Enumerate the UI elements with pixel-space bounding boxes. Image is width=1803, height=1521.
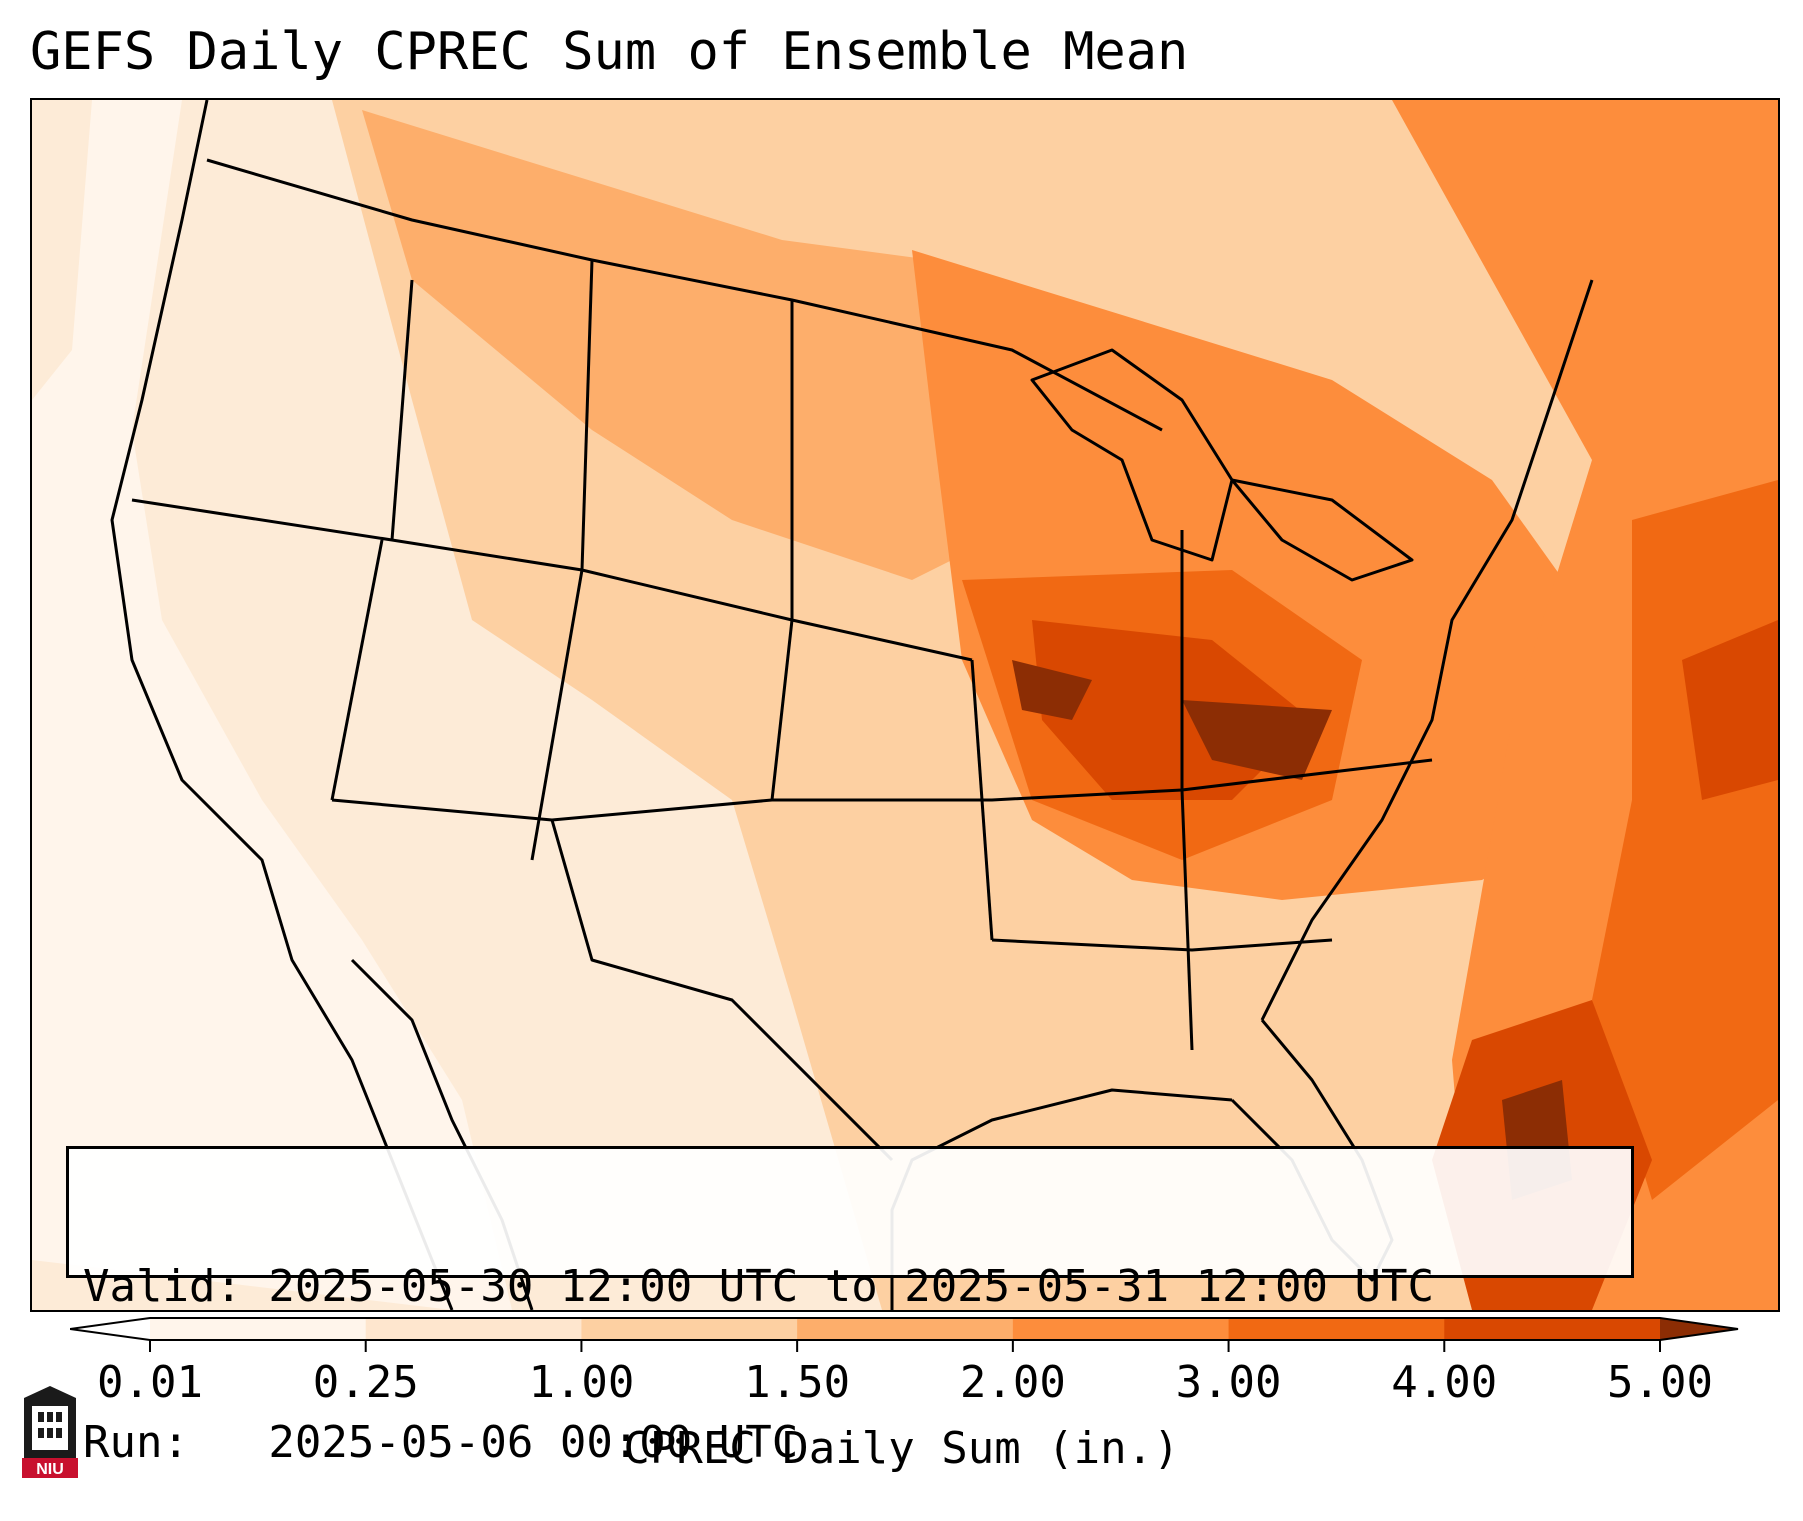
niu-logo-icon: NIU (22, 1386, 78, 1478)
colorbar-segment (1012, 1318, 1230, 1340)
colorbar-tick-label: 1.50 (744, 1357, 851, 1408)
colorbar-segment (1228, 1318, 1445, 1340)
colorbar (70, 1317, 1739, 1352)
colorbar-tick-label: 5.00 (1607, 1357, 1713, 1408)
colorbar-tick-label: 2.00 (959, 1357, 1066, 1408)
colorbar-extend-high (1660, 1318, 1738, 1340)
colorbar-tick-label: 4.00 (1391, 1357, 1498, 1408)
precip-map (30, 98, 1780, 1312)
valid-run-info-box: Valid: 2025-05-30 12:00 UTC to 2025-05-3… (66, 1146, 1634, 1468)
colorbar-tick-label: 3.00 (1175, 1357, 1282, 1408)
colorbar-segment (365, 1318, 582, 1340)
colorbar-tick-label: 0.25 (312, 1357, 419, 1408)
map-title: GEFS Daily CPREC Sum of Ensemble Mean (30, 22, 1189, 82)
precip-map-canvas (32, 100, 1778, 1310)
colorbar-segment (797, 1318, 1014, 1340)
colorbar-tick-label: 1.00 (528, 1357, 635, 1408)
valid-time-text: Valid: 2025-05-30 12:00 UTC to 2025-05-3… (83, 1261, 1435, 1312)
colorbar-extend-low (70, 1318, 150, 1340)
colorbar-tick-label: 0.01 (97, 1357, 203, 1408)
colorbar-segment (581, 1318, 798, 1340)
run-time-text: Run: 2025-05-06 00:00 UTC (83, 1417, 799, 1468)
colorbar-segment (1444, 1318, 1661, 1340)
colorbar-segment (150, 1318, 367, 1340)
colorbar-label: CPREC Daily Sum (in.) (623, 1423, 1180, 1474)
svg-text:NIU: NIU (36, 1461, 64, 1478)
